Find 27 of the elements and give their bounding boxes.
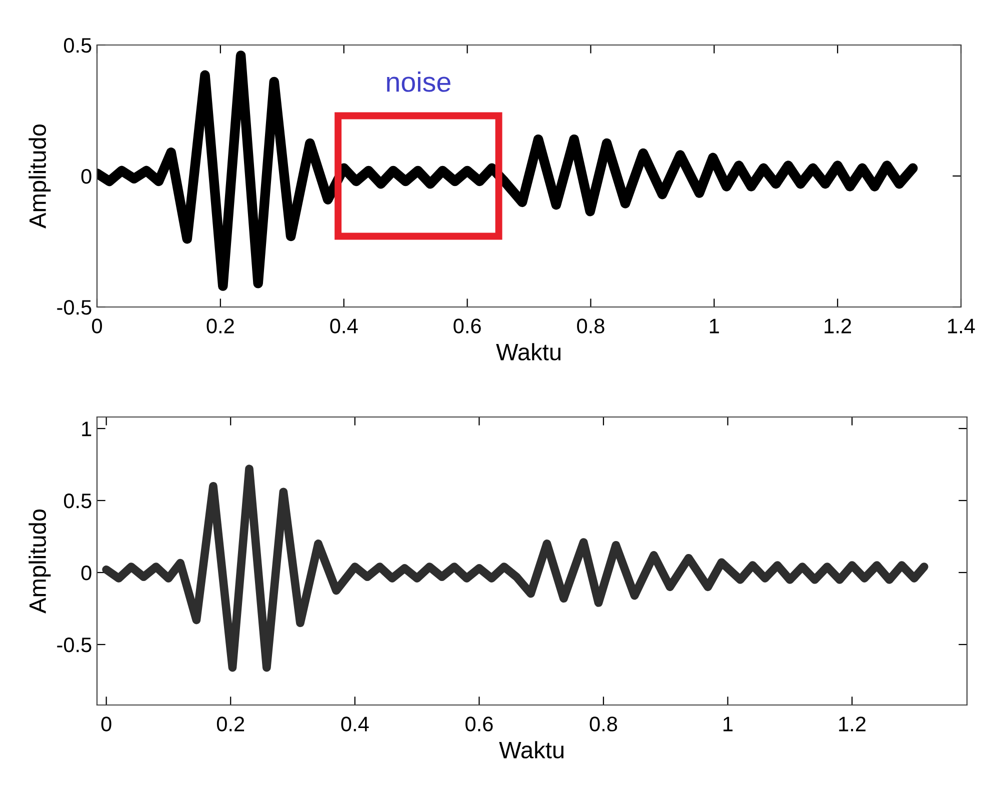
x-tick-label: 1.2 <box>824 318 852 334</box>
x-tick-label: 1.4 <box>948 318 975 334</box>
y-tick-label: -0.5 <box>57 300 92 315</box>
x-axis-title: Waktu <box>496 343 560 360</box>
x-tick-label: 0 <box>92 318 102 334</box>
y-tick-label: 1 <box>82 422 92 436</box>
y-tick-label: 0 <box>81 566 92 580</box>
y-axis-title: Amplitudo <box>28 509 51 614</box>
y-tick-label: -0.5 <box>57 638 92 652</box>
x-tick-label: 0.2 <box>216 716 244 732</box>
x-tick-label: 0.4 <box>341 716 369 732</box>
x-axis-title: Waktu <box>499 741 564 758</box>
x-tick-label: 1.2 <box>839 716 866 732</box>
x-tick-label: 0.6 <box>466 716 493 732</box>
x-tick-label: 0.6 <box>454 318 481 334</box>
x-tick-label: 0.2 <box>206 318 234 334</box>
y-tick-label: 0.5 <box>64 494 92 508</box>
x-tick-label: 0 <box>101 716 112 732</box>
x-tick-label: 0.4 <box>330 318 358 334</box>
x-tick-label: 0.8 <box>577 318 604 334</box>
x-tick-label: 0.8 <box>590 716 618 732</box>
x-tick-label: 1 <box>710 318 719 334</box>
x-tick-label: 1 <box>724 716 733 732</box>
y-tick-label: 0.5 <box>64 38 92 53</box>
y-tick-label: 0 <box>81 169 92 184</box>
annotation: noise <box>387 72 450 92</box>
y-axis-title: Amplitudo <box>28 124 51 228</box>
